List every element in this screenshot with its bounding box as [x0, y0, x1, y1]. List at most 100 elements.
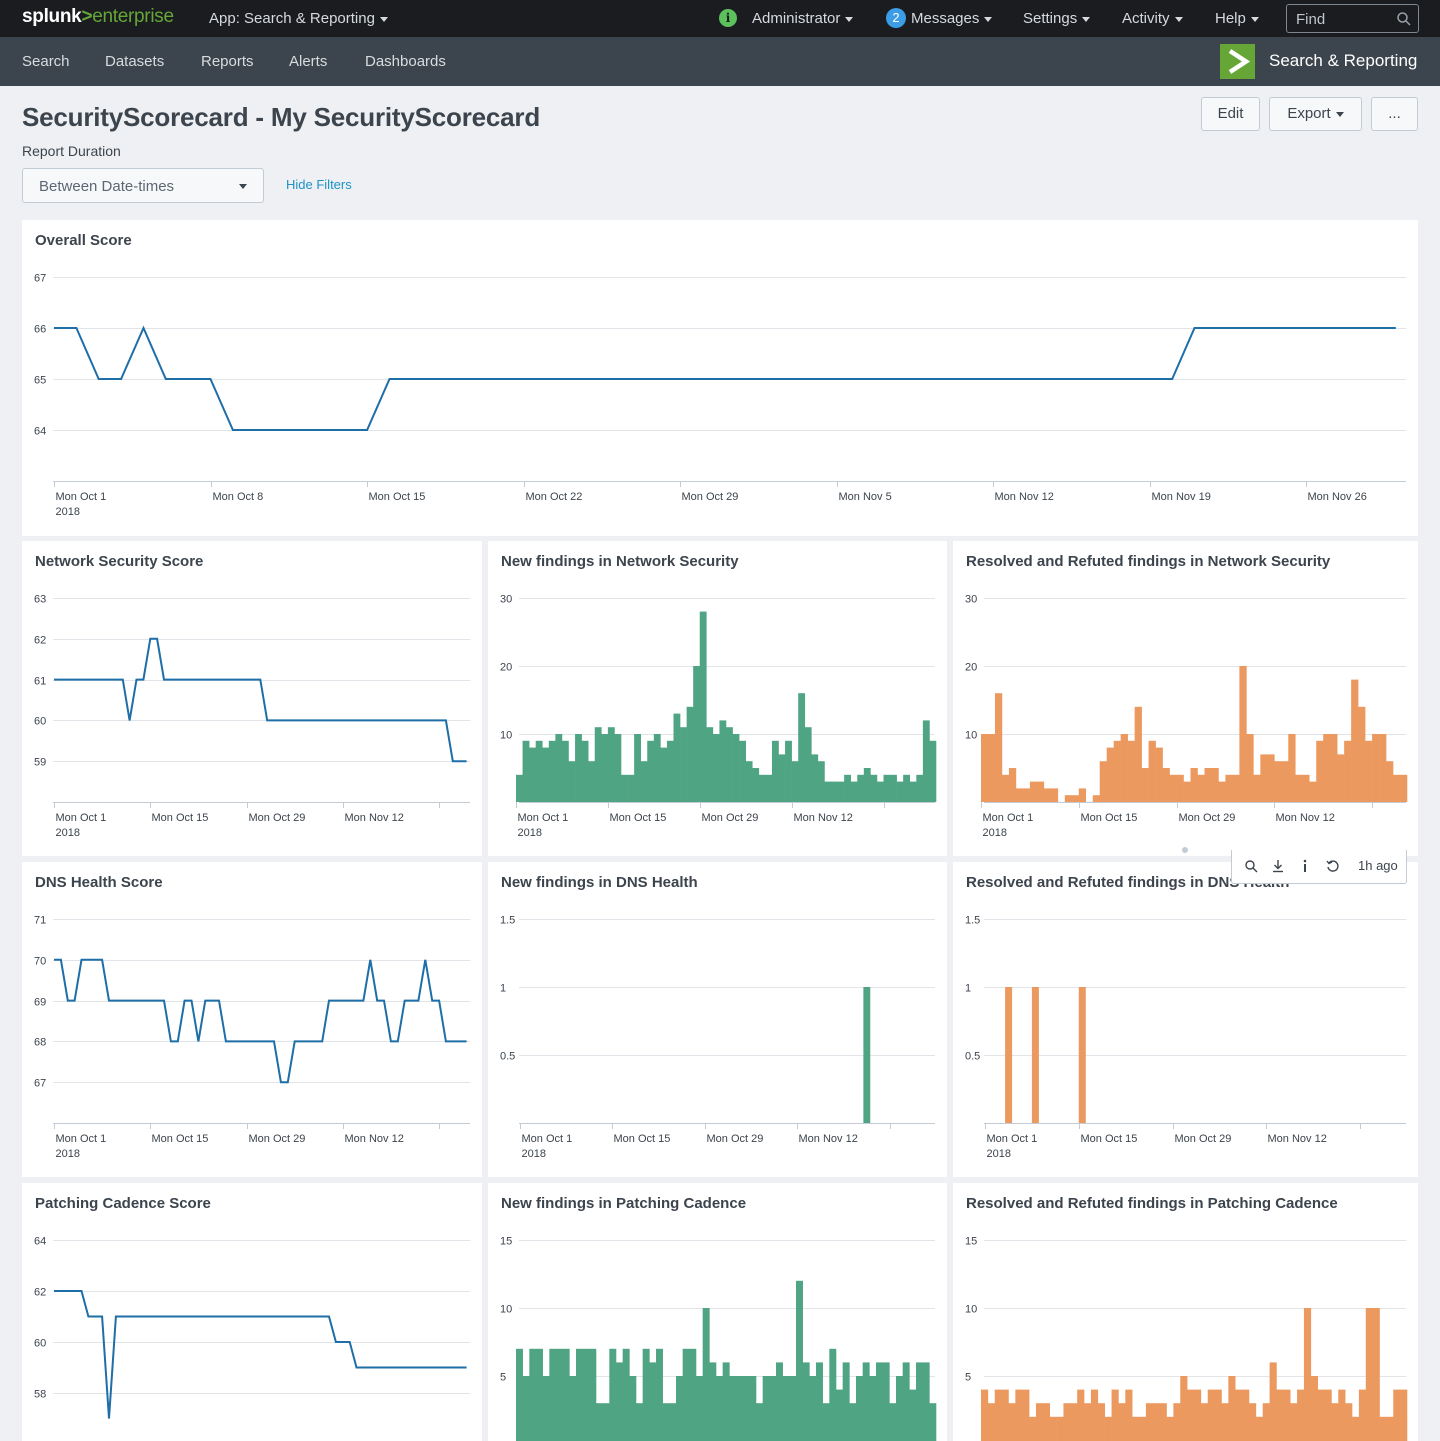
chevron-down-icon: [379, 16, 388, 22]
bar: [857, 774, 865, 802]
more-actions-button[interactable]: ...: [1371, 97, 1418, 131]
nav-alerts[interactable]: Alerts: [289, 53, 328, 70]
bar: [1281, 761, 1289, 802]
bar: [909, 781, 917, 802]
bar: [1358, 1389, 1367, 1441]
activity-menu[interactable]: Activity: [1122, 10, 1183, 27]
bar: [1365, 740, 1373, 802]
bar: [516, 774, 523, 802]
x-tick-label: Mon Oct 1: [518, 812, 569, 824]
download-icon[interactable]: [1272, 859, 1284, 873]
bar: [1084, 1403, 1092, 1441]
chart-svg: 5 10 15: [965, 1236, 1408, 1441]
app-bar: Search Datasets Reports Alerts Dashboard…: [0, 37, 1440, 86]
bar: [582, 1348, 590, 1441]
search-icon[interactable]: [1245, 860, 1258, 873]
x-tick-sublabel: 2018: [56, 827, 80, 839]
nav-reports[interactable]: Reports: [201, 53, 254, 70]
bar: [522, 740, 530, 802]
nav-datasets[interactable]: Datasets: [105, 53, 165, 70]
nav-dashboards[interactable]: Dashboards: [365, 53, 446, 70]
settings-menu[interactable]: Settings: [1023, 10, 1091, 27]
bar: [634, 734, 641, 802]
bar: [903, 774, 911, 802]
x-tick-sublabel: 2018: [518, 827, 542, 839]
filter-label: Report Duration: [22, 143, 121, 159]
bar: [1337, 754, 1345, 802]
bar: [1358, 706, 1366, 802]
bar: [916, 1362, 923, 1441]
y-tick-label: 1.5: [500, 915, 515, 927]
hide-filters-link[interactable]: Hide Filters: [286, 177, 352, 192]
bar: [1214, 1389, 1222, 1441]
nav-search[interactable]: Search: [22, 53, 70, 70]
bar: [1248, 1403, 1257, 1441]
info-icon[interactable]: i: [719, 9, 737, 27]
y-tick-label: 67: [34, 1078, 46, 1090]
bar: [789, 1376, 797, 1441]
app-menu[interactable]: App: Search & Reporting: [209, 10, 388, 27]
chevron-down-icon: [1335, 111, 1344, 117]
edit-button[interactable]: Edit: [1201, 97, 1260, 131]
panel-resolved-findings-network: Resolved and Refuted findings in Network…: [953, 541, 1418, 856]
info-icon[interactable]: [1301, 859, 1309, 873]
find-input[interactable]: Find: [1286, 4, 1419, 33]
messages-menu[interactable]: Messages: [911, 10, 993, 27]
help-menu[interactable]: Help: [1215, 10, 1259, 27]
bar: [869, 1376, 877, 1441]
bar: [1092, 795, 1101, 802]
bar: [1050, 788, 1059, 802]
bar: [771, 740, 779, 802]
bar: [642, 1348, 650, 1441]
panel-title: Resolved and Refuted findings in Network…: [966, 553, 1331, 570]
refresh-icon[interactable]: [1326, 859, 1340, 873]
report-duration-value: Between Date-times: [39, 178, 175, 195]
bar: [1393, 1389, 1401, 1441]
bar: [542, 1376, 550, 1441]
x-tick-label: Mon Nov 12: [1276, 812, 1335, 824]
bar: [660, 747, 668, 802]
bar: [1008, 768, 1017, 802]
bar: [842, 1362, 850, 1441]
bar: [1352, 1416, 1360, 1441]
bar: [1043, 788, 1052, 802]
export-button-label: Export: [1287, 105, 1331, 122]
panel-new-findings-dns: New findings in DNS Health 0.5 1 1.5 Mon Oc…: [488, 862, 947, 1177]
bar: [1015, 788, 1024, 802]
bar: [1169, 774, 1177, 802]
y-tick-label: 70: [34, 956, 46, 968]
bar: [762, 1376, 770, 1441]
x-tick-label: Mon Oct 29: [249, 1133, 306, 1145]
export-button[interactable]: Export: [1269, 97, 1362, 131]
bar: [916, 774, 924, 802]
bar: [798, 693, 806, 802]
bar: [1297, 1389, 1305, 1441]
splunk-logo[interactable]: splunk>enterprise: [22, 6, 174, 28]
x-tick-label: Mon Nov 19: [1152, 491, 1211, 503]
bar: [1106, 747, 1114, 802]
bar: [1317, 1389, 1325, 1441]
bar: [987, 734, 996, 802]
panel-title: New findings in Network Security: [501, 553, 739, 570]
bar: [1031, 987, 1039, 1123]
bar: [1207, 1389, 1215, 1441]
bar: [536, 1348, 543, 1441]
y-tick-label: 1: [500, 983, 506, 995]
y-tick-label: 62: [34, 1287, 46, 1299]
bar: [1283, 1389, 1291, 1441]
panel-drag-handle[interactable]: [1182, 847, 1188, 853]
panel-resolved-findings-patching: Resolved and Refuted findings in Patchin…: [953, 1183, 1418, 1441]
bar: [1077, 1389, 1085, 1441]
bar: [922, 720, 930, 802]
bar: [542, 747, 550, 802]
bar: [1228, 1376, 1236, 1441]
x-tick-label: Mon Oct 15: [1081, 1133, 1138, 1145]
x-tick-sublabel: 2018: [987, 1148, 1011, 1160]
report-duration-select[interactable]: Between Date-times: [22, 168, 264, 203]
top-bar: splunk>enterprise App: Search & Reportin…: [0, 0, 1440, 37]
user-menu[interactable]: Administrator: [752, 10, 854, 27]
x-tick-label: Mon Oct 15: [152, 1133, 209, 1145]
bar: [1246, 734, 1254, 802]
messages-count-badge[interactable]: 2: [886, 8, 906, 28]
x-tick-label: Mon Oct 8: [213, 491, 264, 503]
